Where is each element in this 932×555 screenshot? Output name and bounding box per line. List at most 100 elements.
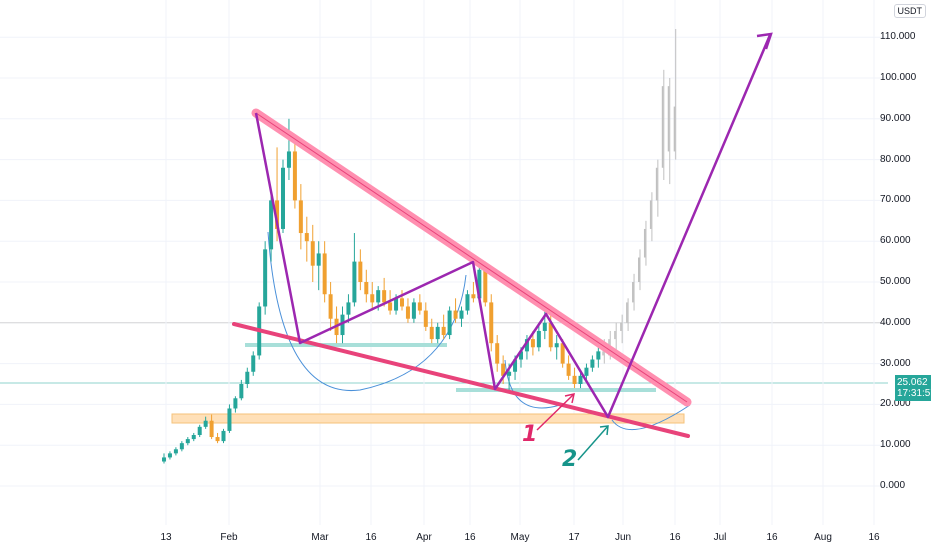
candle-body xyxy=(673,106,676,152)
candle-body xyxy=(370,294,375,303)
teal-support-zone-1 xyxy=(245,343,447,347)
time-tick-label: Feb xyxy=(220,532,238,543)
time-tick-label: Jul xyxy=(713,532,727,543)
candle-body xyxy=(400,298,404,307)
candle-body xyxy=(614,330,616,340)
time-tick-label: Mar xyxy=(311,532,329,543)
time-tick-label: May xyxy=(510,532,530,543)
candle-body xyxy=(382,290,387,303)
candle-body xyxy=(197,426,202,435)
candle-body xyxy=(364,282,369,295)
teal-support-zone-2 xyxy=(456,388,656,392)
candle-body xyxy=(304,233,309,242)
price-tick-label: 40.000 xyxy=(880,316,911,328)
currency-label[interactable]: USDT xyxy=(893,4,926,18)
candle-body xyxy=(292,151,297,201)
candle-body xyxy=(423,310,428,327)
candle-body xyxy=(477,269,482,299)
time-tick-label: 16 xyxy=(669,532,681,543)
candle-body xyxy=(405,306,410,319)
price-tick-label: 0.000 xyxy=(880,480,906,491)
candle-body xyxy=(286,151,291,168)
cup-curve-3 xyxy=(611,404,691,431)
candle-body xyxy=(322,253,327,295)
arrow-1 xyxy=(536,393,575,431)
candle-body xyxy=(411,302,416,319)
candle-body xyxy=(239,384,244,399)
candle-body xyxy=(519,351,523,360)
candle-body xyxy=(620,322,622,331)
candle-body xyxy=(358,261,363,282)
time-tick-label: 17 xyxy=(568,532,580,543)
candle-body xyxy=(179,443,184,450)
time-tick-label: Apr xyxy=(416,532,432,543)
candle-body xyxy=(483,269,488,303)
candle-body xyxy=(667,86,670,152)
candle-body xyxy=(328,294,333,319)
last-price-value: 25.062 xyxy=(897,377,928,388)
last-price-badge: 25.062 17:31:57 xyxy=(895,375,932,401)
candle-body xyxy=(352,261,357,303)
candle-body xyxy=(447,310,452,336)
candle-body xyxy=(394,298,399,311)
candle-body xyxy=(281,167,285,229)
candle-body xyxy=(471,294,476,299)
candle-body xyxy=(530,339,535,348)
candle-body xyxy=(638,257,640,282)
candle-body xyxy=(162,457,166,462)
candle-body xyxy=(554,343,559,348)
time-tick-label: Jun xyxy=(614,532,632,543)
candle-body xyxy=(269,200,274,250)
candle-body xyxy=(626,302,628,323)
candle-body xyxy=(632,282,634,303)
candle-body xyxy=(524,339,529,352)
candle-body xyxy=(376,290,381,303)
candle-body xyxy=(346,302,351,315)
countdown-value: 17:31:57 xyxy=(897,388,932,399)
candle-body xyxy=(221,430,226,442)
price-tick-label: 30.000 xyxy=(880,357,911,369)
candle-body xyxy=(584,367,589,376)
wedge-upper-edge xyxy=(255,112,688,403)
candle-body xyxy=(560,343,565,364)
candle-body xyxy=(548,322,553,348)
candle-body xyxy=(536,330,541,348)
candle-body xyxy=(310,241,315,266)
candle-body xyxy=(251,355,256,372)
price-tick-label: 90.000 xyxy=(880,112,911,124)
candle-body xyxy=(173,449,178,454)
candle-body xyxy=(655,167,658,201)
price-tick-label: 100.000 xyxy=(880,72,917,83)
candle-body xyxy=(566,363,571,376)
candle-body xyxy=(441,326,446,336)
candle-body xyxy=(643,228,646,258)
price-tick-label: 50.000 xyxy=(880,276,911,287)
candle-body xyxy=(245,371,250,384)
candle-body xyxy=(501,363,506,376)
price-tick-label: 10.000 xyxy=(880,439,911,451)
candle-body xyxy=(459,310,464,319)
price-tick-label: 80.000 xyxy=(880,153,911,165)
zigzag-projection xyxy=(254,34,772,419)
candle-body xyxy=(435,326,440,340)
candle-body xyxy=(429,326,434,340)
time-tick-label: 16 xyxy=(365,532,377,543)
price-tick-label: 110.000 xyxy=(880,31,916,43)
price-tick-label: 60.000 xyxy=(880,235,911,247)
candle-body xyxy=(602,351,604,356)
price-tick-label: 20.000 xyxy=(880,398,911,410)
time-tick-label: 16 xyxy=(868,532,880,543)
candle-body xyxy=(275,200,280,229)
candle-body xyxy=(227,408,232,431)
arrow-2-head xyxy=(599,425,609,436)
candle-body xyxy=(203,420,208,427)
candle-body xyxy=(417,302,422,311)
candle-body xyxy=(649,200,652,229)
candle-body xyxy=(513,359,518,372)
candle-body xyxy=(542,322,547,331)
orange-support-zone xyxy=(171,413,685,424)
annotation-label-1: 1 xyxy=(522,422,538,447)
candle-body xyxy=(340,314,345,336)
candle-body xyxy=(316,253,321,266)
